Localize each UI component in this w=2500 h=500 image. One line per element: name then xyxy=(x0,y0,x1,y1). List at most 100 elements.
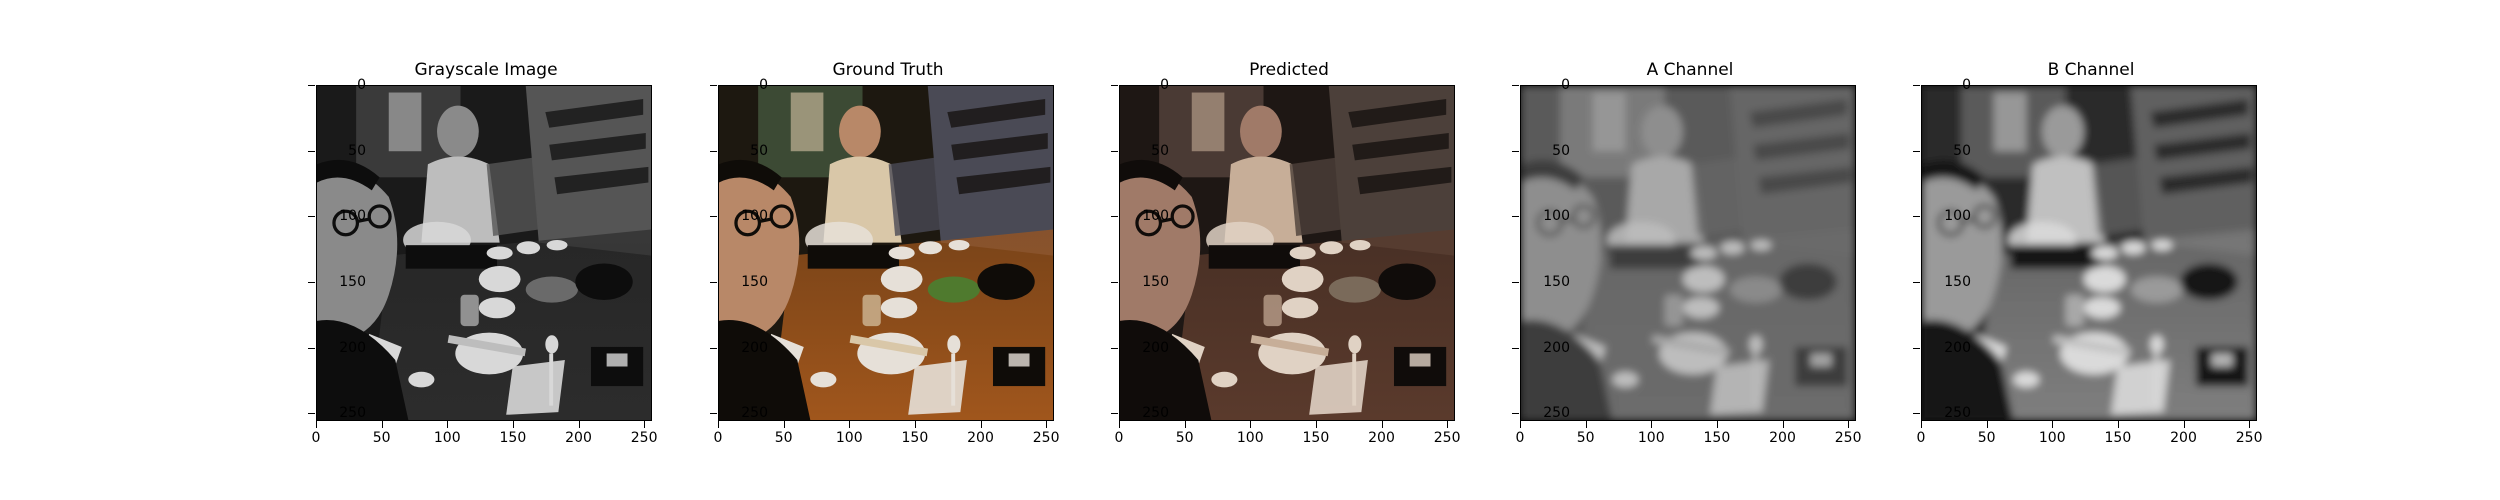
subplot-title: Grayscale Image xyxy=(414,60,558,80)
subplot-title: B Channel xyxy=(2047,60,2135,80)
x-axis-tick-label: 250 xyxy=(1032,430,1060,446)
y-axis-tick xyxy=(1512,85,1519,86)
y-axis-tick xyxy=(1913,216,1920,218)
subplot-panel: A Channel xyxy=(1512,0,1920,500)
restaurant-photo-image xyxy=(316,85,652,421)
y-axis-tick xyxy=(1512,413,1519,415)
y-axis-tick-label: 150 xyxy=(339,273,366,290)
x-axis-tick xyxy=(1381,421,1383,428)
y-axis-tick-label: 0 xyxy=(1561,77,1570,93)
x-axis-tick xyxy=(1716,421,1718,428)
y-axis-tick-label: 100 xyxy=(1543,208,1570,225)
y-axis-tick xyxy=(1913,413,1920,415)
x-axis-tick xyxy=(718,421,719,428)
y-axis-tick xyxy=(1111,216,1118,218)
x-axis-tick-label: 250 xyxy=(1433,430,1461,446)
y-axis-tick-label: 150 xyxy=(1543,273,1570,290)
y-axis-tick xyxy=(1913,85,1920,86)
y-axis-tick-label: 250 xyxy=(1944,405,1971,422)
y-axis-tick-label: 150 xyxy=(741,273,768,290)
y-axis-tick-label: 200 xyxy=(339,339,366,356)
x-axis-tick-label: 0 xyxy=(1916,430,1926,446)
subplot-panel: B Channel xyxy=(1913,0,2321,500)
x-axis-tick xyxy=(1119,421,1120,428)
x-axis-tick-label: 0 xyxy=(311,430,321,446)
y-axis-tick-label: 50 xyxy=(1151,142,1169,159)
subplot-title: Predicted xyxy=(1249,60,1329,80)
y-axis-tick-label: 250 xyxy=(1142,405,1169,422)
x-axis-tick-label: 150 xyxy=(2104,430,2132,446)
x-axis-tick-label: 0 xyxy=(1515,430,1525,446)
x-axis-tick-label: 200 xyxy=(565,430,592,446)
y-axis-tick-label: 0 xyxy=(1962,77,1971,93)
x-axis-tick-label: 0 xyxy=(1114,430,1124,446)
x-axis-tick xyxy=(1447,421,1449,428)
y-axis-tick-label: 0 xyxy=(759,77,768,93)
x-axis-tick xyxy=(1921,421,1922,428)
x-axis-tick-label: 100 xyxy=(1637,430,1665,446)
y-axis-tick-label: 100 xyxy=(1944,208,1971,225)
y-axis-tick xyxy=(1512,347,1519,349)
x-axis-tick xyxy=(1184,421,1186,428)
y-axis-tick xyxy=(1512,281,1519,283)
x-axis-tick-label: 150 xyxy=(1302,430,1330,446)
x-axis-tick xyxy=(849,421,851,428)
y-axis-tick xyxy=(308,413,315,415)
x-axis-tick xyxy=(2052,421,2054,428)
x-axis-tick-label: 250 xyxy=(1834,430,1862,446)
x-axis-tick-label: 50 xyxy=(372,430,391,446)
y-axis-tick-label: 100 xyxy=(741,208,768,225)
y-axis-tick xyxy=(1111,85,1118,86)
y-axis-tick xyxy=(1913,281,1920,283)
x-axis-tick-label: 200 xyxy=(2170,430,2197,446)
x-axis-tick-label: 100 xyxy=(2038,430,2066,446)
y-axis-tick-label: 50 xyxy=(1953,142,1971,159)
subplot-panel: Predicted xyxy=(1111,0,1519,500)
x-axis-tick xyxy=(2183,421,2185,428)
y-axis-tick xyxy=(308,347,315,349)
y-axis-tick xyxy=(308,281,315,283)
y-axis-tick-label: 250 xyxy=(339,405,366,422)
x-axis-tick xyxy=(1585,421,1587,428)
x-axis-tick xyxy=(914,421,916,428)
x-axis-tick-label: 50 xyxy=(774,430,793,446)
y-axis-tick xyxy=(710,413,717,415)
x-axis-tick xyxy=(783,421,785,428)
x-axis-tick xyxy=(980,421,982,428)
y-axis-tick xyxy=(308,150,315,152)
y-axis-tick xyxy=(1512,216,1519,218)
y-axis-tick-label: 250 xyxy=(741,405,768,422)
x-axis-tick-label: 200 xyxy=(1368,430,1395,446)
y-axis-tick xyxy=(710,281,717,283)
x-axis-tick xyxy=(2117,421,2119,428)
x-axis-tick-label: 200 xyxy=(1769,430,1796,446)
y-axis-tick xyxy=(710,347,717,349)
x-axis-tick xyxy=(1046,421,1048,428)
x-axis-tick xyxy=(447,421,449,428)
x-axis-tick xyxy=(1250,421,1252,428)
y-axis-tick xyxy=(1111,281,1118,283)
restaurant-photo-image xyxy=(718,85,1054,421)
y-axis-tick-label: 0 xyxy=(357,77,366,93)
y-axis-tick xyxy=(710,216,717,218)
x-axis-tick xyxy=(644,421,646,428)
x-axis-tick-label: 50 xyxy=(1175,430,1194,446)
y-axis-tick xyxy=(1111,347,1118,349)
subplot-panel: Ground Truth xyxy=(710,0,1118,500)
restaurant-photo-image xyxy=(1119,85,1455,421)
y-axis-tick xyxy=(308,85,315,86)
x-axis-tick xyxy=(1520,421,1521,428)
y-axis-tick-label: 150 xyxy=(1142,273,1169,290)
y-axis-tick xyxy=(308,216,315,218)
y-axis-tick-label: 50 xyxy=(750,142,768,159)
x-axis-tick-label: 50 xyxy=(1576,430,1595,446)
y-axis-tick-label: 100 xyxy=(339,208,366,225)
y-axis-tick-label: 200 xyxy=(1543,339,1570,356)
y-axis-tick-label: 50 xyxy=(1552,142,1570,159)
x-axis-tick-label: 0 xyxy=(713,430,723,446)
x-axis-tick-label: 250 xyxy=(2235,430,2263,446)
x-axis-tick xyxy=(381,421,383,428)
x-axis-tick-label: 100 xyxy=(433,430,461,446)
subplot-panel: Grayscale Image xyxy=(308,0,716,500)
x-axis-tick xyxy=(512,421,514,428)
